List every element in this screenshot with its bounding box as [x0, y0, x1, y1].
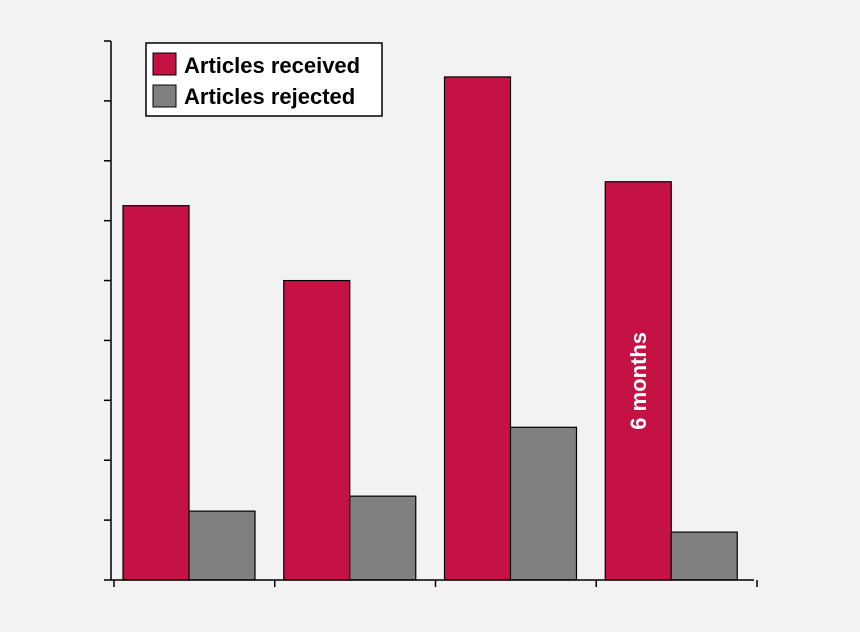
bar-articles-rejected-3	[509, 426, 578, 581]
bars	[122, 76, 738, 581]
bar-articles-rejected-1	[188, 510, 256, 581]
bar-articles-rejected-4	[670, 531, 738, 581]
legend-swatch-articles-rejected	[152, 84, 177, 108]
y-axis-ticks	[104, 40, 111, 581]
legend-label-articles-received: Articles received	[184, 53, 360, 78]
x-axis-ticks	[113, 580, 758, 587]
legend-swatch-articles-received	[152, 52, 177, 76]
bar-articles-rejected-2	[349, 495, 417, 581]
legend-label-articles-rejected: Articles rejected	[184, 84, 355, 109]
legend-box	[145, 42, 383, 117]
annotations: 6 months	[626, 332, 651, 430]
bar-articles-received-3	[443, 76, 512, 581]
bar-articles-received-1	[122, 205, 190, 581]
bar-articles-received-2	[283, 279, 351, 581]
legend: Articles received Articles rejected	[145, 42, 383, 117]
annotation-label: 6 months	[626, 332, 651, 430]
bar-articles-received-4	[604, 181, 672, 581]
